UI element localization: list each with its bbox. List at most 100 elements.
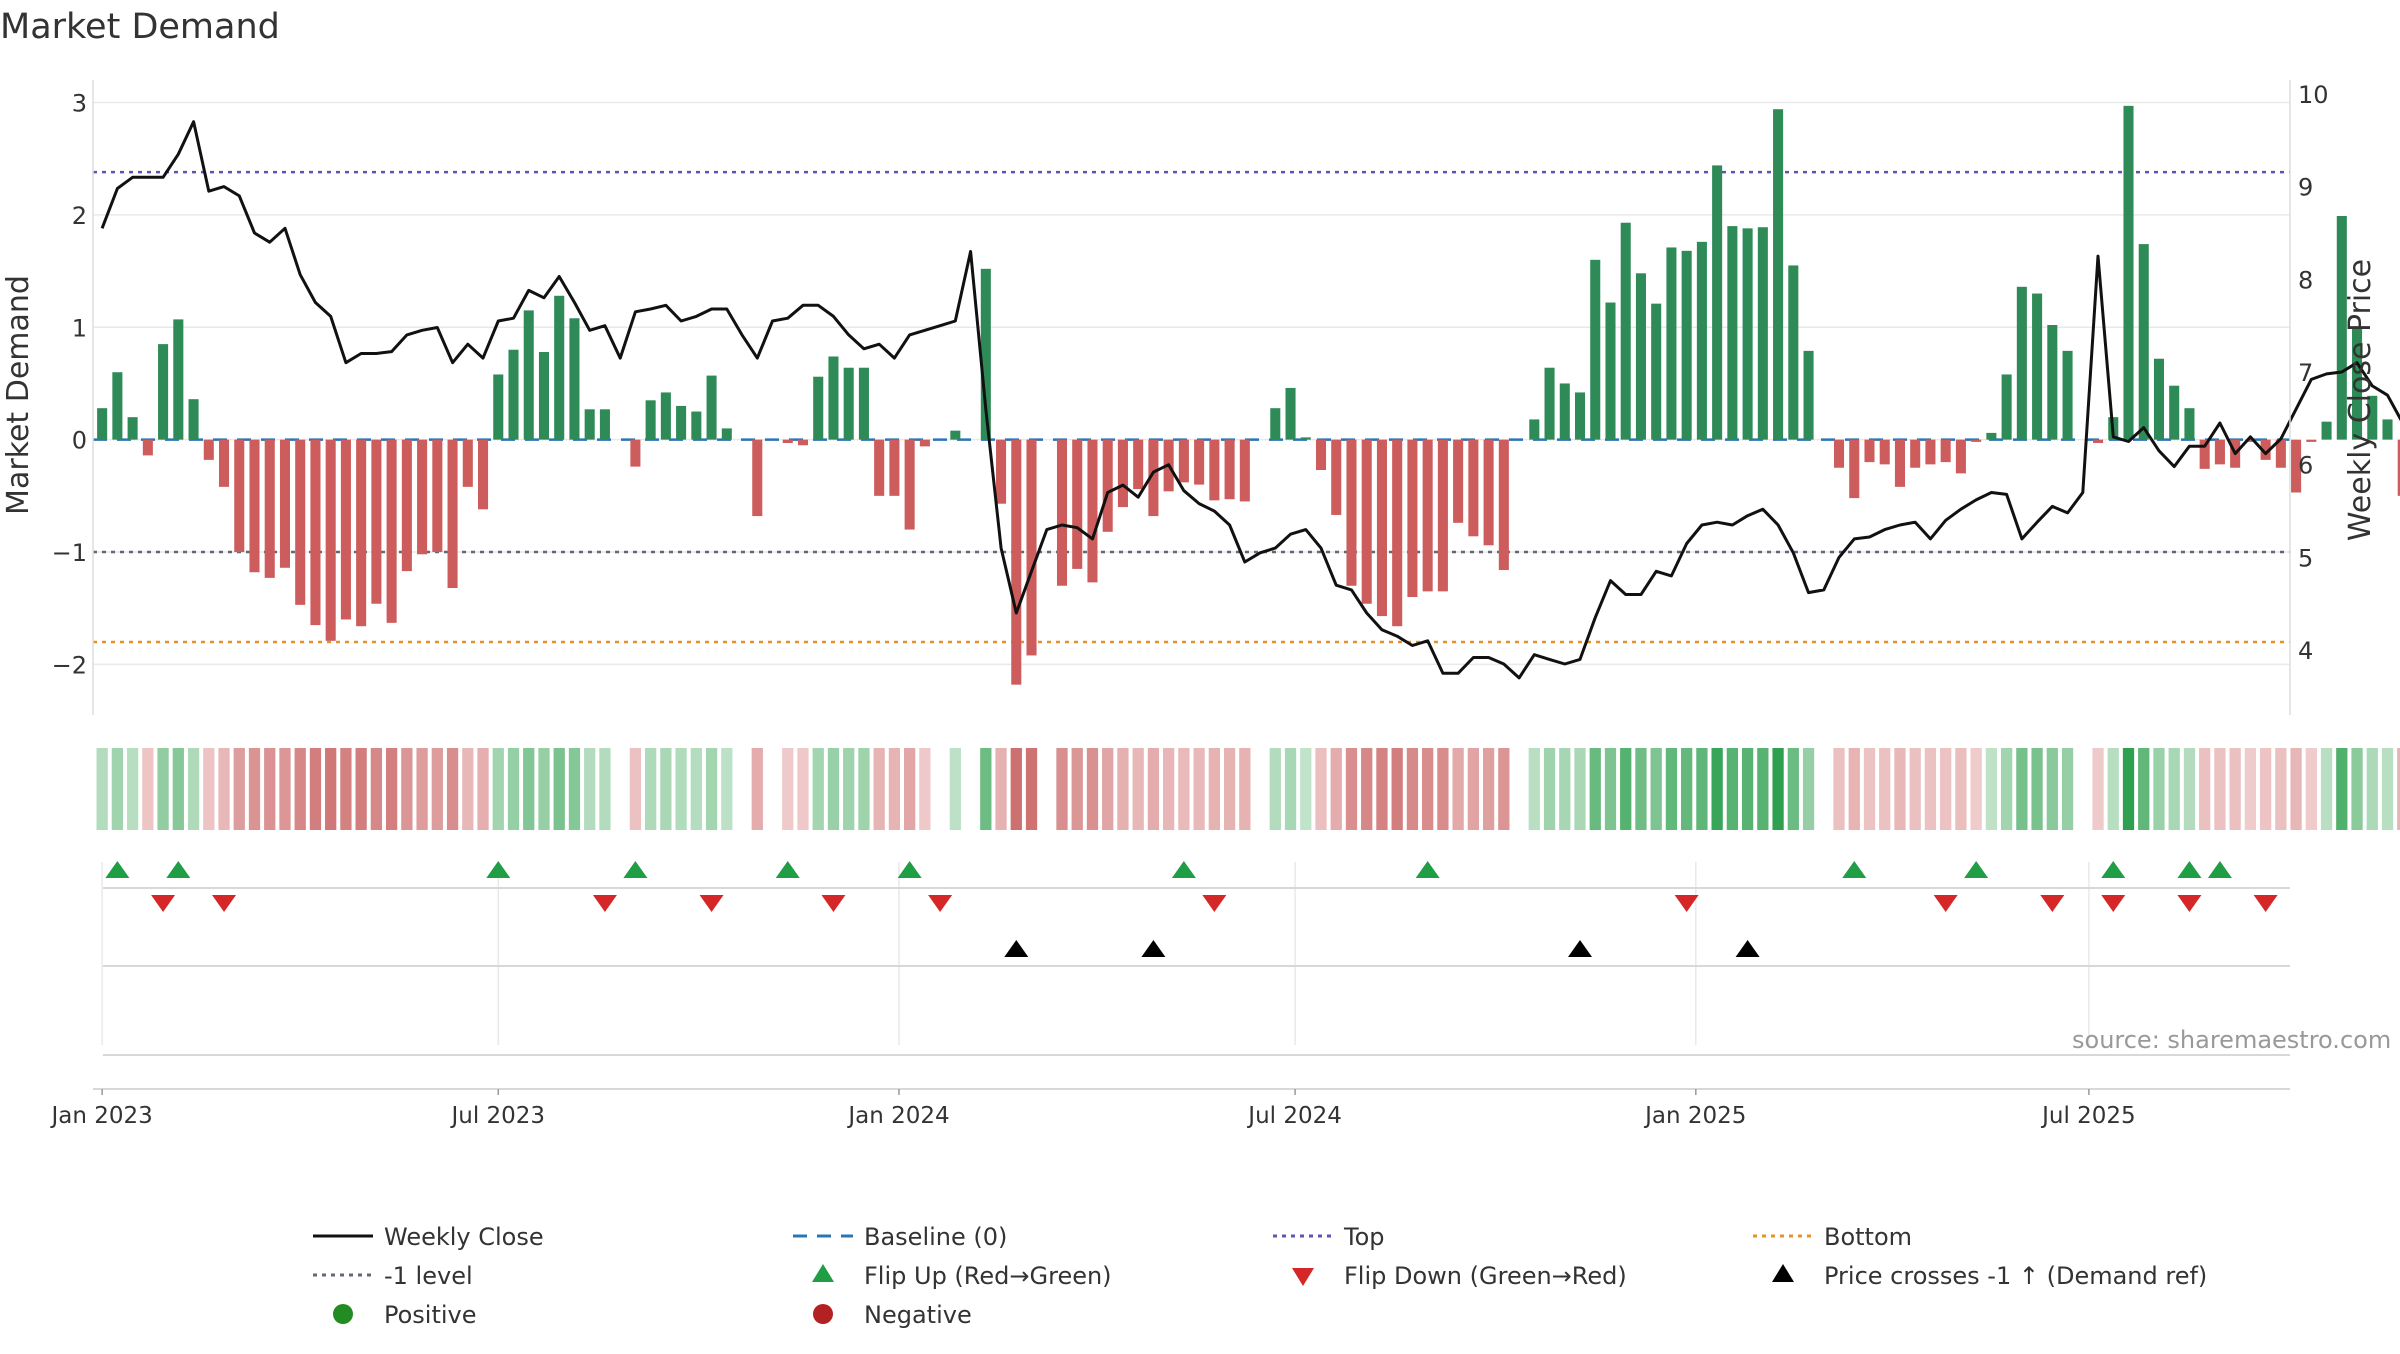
demand-bar — [1194, 439, 1205, 485]
demand-bar — [874, 439, 885, 496]
demand-bar — [1133, 439, 1144, 490]
demand-bar — [1757, 227, 1768, 440]
heat-strip-cell — [1498, 748, 1510, 830]
heat-strip-cell — [1741, 748, 1754, 830]
demand-bar — [432, 439, 443, 553]
heat-strip-cell — [904, 748, 916, 830]
demand-bar — [325, 439, 336, 641]
flip-down-marker — [1674, 895, 1699, 912]
demand-bar — [310, 439, 321, 626]
flip-down-marker — [592, 895, 617, 912]
flip-up-marker — [775, 861, 800, 878]
demand-heat-strip — [96, 748, 2400, 830]
legend-bottom: Bottom — [1824, 1223, 1912, 1251]
flip-up-marker — [2177, 861, 2202, 878]
heat-strip-cell — [2183, 748, 2196, 830]
demand-bar — [1483, 439, 1494, 546]
demand-bar — [1011, 439, 1022, 685]
demand-bar — [1925, 439, 1936, 465]
demand-bar — [2123, 105, 2134, 440]
source-label: source: sharemaestro.com — [2072, 1026, 2391, 1054]
demand-bar — [478, 439, 489, 510]
demand-bar — [2352, 327, 2363, 440]
demand-bar — [2184, 408, 2195, 440]
heat-strip-cell — [1787, 748, 1799, 830]
heat-strip-cell — [157, 748, 169, 830]
demand-bar — [142, 439, 153, 456]
demand-bar — [1422, 439, 1433, 592]
heat-strip-cell — [1117, 748, 1129, 830]
weekly-close-series — [100, 120, 2400, 680]
demand-bar — [2047, 325, 2058, 440]
heat-strip-cell — [1193, 748, 1205, 830]
legend-negative: Negative — [864, 1301, 972, 1329]
legend: Weekly Close Baseline (0) Top Bottom -1 … — [313, 1223, 2207, 1329]
demand-bar — [203, 439, 214, 460]
heat-strip-cell — [1863, 748, 1876, 830]
y-tick-label: 1 — [72, 314, 87, 342]
demand-bar — [2321, 421, 2332, 440]
heat-strip-cell — [2275, 748, 2287, 830]
heat-strip-cell — [2107, 748, 2119, 830]
heat-strip-cell — [675, 748, 687, 830]
demand-bar — [1788, 265, 1799, 440]
y2-tick-label: 7 — [2298, 359, 2313, 387]
heat-strip-cell — [370, 748, 383, 830]
demand-bar — [1529, 419, 1540, 440]
gridlines — [93, 101, 2290, 1056]
demand-bar — [1468, 439, 1479, 537]
heat-strip-cell — [949, 748, 961, 830]
heat-strip-cell — [1284, 748, 1297, 830]
heat-strip-cell — [2320, 748, 2333, 830]
heat-strip-cell — [2244, 748, 2257, 830]
demand-bar — [1559, 383, 1570, 440]
demand-bar — [2016, 286, 2027, 440]
heat-strip-cell — [690, 748, 702, 830]
heat-strip-cell — [1635, 748, 1647, 830]
heat-strip-cell — [812, 748, 824, 830]
demand-bar — [1605, 302, 1616, 440]
demand-bar — [1224, 439, 1235, 500]
flip-up-marker — [2101, 861, 2126, 878]
demand-bar — [2062, 350, 2073, 440]
heat-strip-cell — [644, 748, 657, 830]
demand-bar — [828, 356, 839, 440]
heat-strip-cell — [1025, 748, 1038, 830]
demand-bar — [508, 349, 519, 440]
demand-bar — [1361, 439, 1372, 604]
flip-up-marker — [105, 861, 130, 878]
demand-bar — [1315, 439, 1327, 470]
heat-strip-cell — [1147, 748, 1160, 830]
y2-tick-label: 10 — [2298, 81, 2329, 109]
heat-strip-cell — [2381, 748, 2394, 830]
legend-weekly-close: Weekly Close — [384, 1223, 544, 1251]
heat-strip-cell — [187, 748, 200, 830]
heat-strip-cell — [1940, 748, 1952, 830]
demand-bar — [1971, 439, 1982, 442]
heat-strip-cell — [1300, 748, 1312, 830]
heat-strip-cell — [2351, 748, 2363, 830]
heat-strip-cell — [599, 748, 611, 830]
demand-bar — [660, 392, 671, 440]
demand-bar — [1239, 439, 1250, 502]
heat-strip-cell — [1620, 748, 1632, 830]
y2-tick-label: 9 — [2298, 174, 2313, 202]
demand-bar — [371, 439, 382, 604]
demand-bar — [188, 399, 199, 440]
demand-bar — [706, 375, 717, 440]
y2-tick-label: 6 — [2298, 452, 2313, 480]
demand-bar — [980, 268, 991, 440]
y-tick-label: 2 — [72, 202, 87, 230]
heat-strip-cell — [1589, 748, 1601, 830]
heat-strip-cell — [1894, 748, 1906, 830]
heat-strip-cell — [294, 748, 306, 830]
heat-strip-cell — [1315, 748, 1327, 830]
demand-bar — [2169, 385, 2180, 440]
heat-strip-cell — [2000, 748, 2013, 830]
flip-down-marker — [928, 895, 953, 912]
heat-strip-cell — [416, 748, 428, 830]
demand-bar — [1986, 432, 1997, 440]
heat-strip-cell — [142, 748, 154, 830]
heat-strip-cell — [1239, 748, 1251, 830]
heat-strip-cell — [2092, 748, 2104, 830]
